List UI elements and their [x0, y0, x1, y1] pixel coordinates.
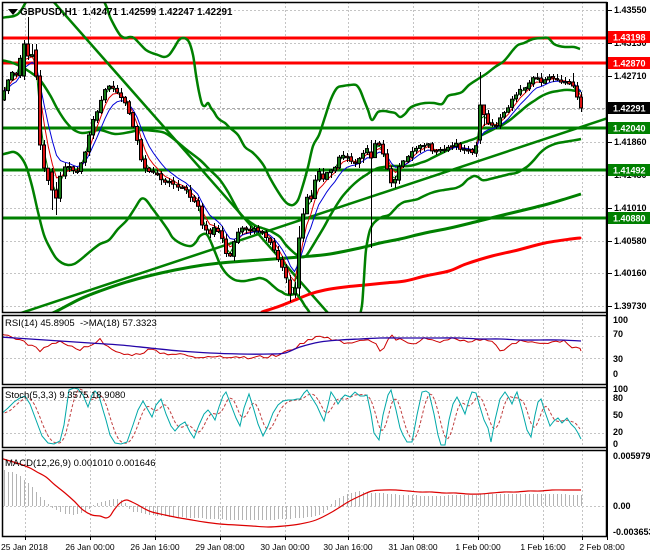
svg-text:0: 0: [613, 439, 618, 449]
svg-text:30: 30: [613, 354, 623, 364]
svg-text:-0.003653: -0.003653: [613, 527, 650, 537]
svg-text:2 Feb 08:00: 2 Feb 08:00: [579, 542, 625, 552]
svg-text:MACD(12,26,9) 0.001010 0.00164: MACD(12,26,9) 0.001010 0.001646: [5, 458, 156, 469]
svg-text:1.39730: 1.39730: [614, 301, 647, 311]
svg-text:29 Jan 08:00: 29 Jan 08:00: [195, 542, 244, 552]
svg-text:30 Jan 00:00: 30 Jan 00:00: [260, 542, 309, 552]
svg-text:1.42040: 1.42040: [613, 124, 646, 134]
svg-text:1.41492: 1.41492: [613, 166, 646, 176]
svg-text:20: 20: [613, 427, 623, 437]
svg-text:0: 0: [613, 369, 618, 379]
svg-text:Stoch(5,3,3) 9.3575 18.9080: Stoch(5,3,3) 9.3575 18.9080: [5, 390, 125, 401]
svg-text:26 Jan 16:00: 26 Jan 16:00: [130, 542, 179, 552]
svg-text:1.40880: 1.40880: [613, 214, 646, 224]
svg-text:80: 80: [613, 393, 623, 403]
svg-text:100: 100: [613, 384, 628, 394]
svg-text:RSI(14) 45.8905 ->MA(18) 57.3: RSI(14) 45.8905 ->MA(18) 57.3323: [5, 318, 157, 329]
svg-text:0.005979: 0.005979: [613, 451, 650, 461]
svg-text:1.40160: 1.40160: [614, 268, 647, 278]
svg-text:0.00: 0.00: [613, 501, 631, 511]
svg-text:GBPUSD,H1 1.42471 1.42599 1.4: GBPUSD,H1 1.42471 1.42599 1.42247 1.4229…: [20, 7, 233, 18]
svg-text:30 Jan 16:00: 30 Jan 16:00: [323, 542, 372, 552]
svg-text:70: 70: [613, 329, 623, 339]
svg-text:1.42870: 1.42870: [613, 59, 646, 69]
svg-text:1.40580: 1.40580: [614, 236, 647, 246]
svg-text:1.42710: 1.42710: [614, 71, 647, 81]
svg-text:25 Jan 2018: 25 Jan 2018: [1, 542, 48, 552]
svg-text:1.41010: 1.41010: [614, 203, 647, 213]
svg-text:1.42291: 1.42291: [613, 104, 646, 114]
svg-text:100: 100: [613, 315, 628, 325]
svg-text:1 Feb 16:00: 1 Feb 16:00: [520, 542, 566, 552]
svg-text:1.43550: 1.43550: [614, 5, 647, 15]
svg-text:31 Jan 08:00: 31 Jan 08:00: [388, 542, 437, 552]
svg-text:26 Jan 00:00: 26 Jan 00:00: [65, 542, 114, 552]
svg-text:1.43198: 1.43198: [613, 33, 646, 43]
svg-text:50: 50: [613, 410, 623, 420]
svg-text:1.41860: 1.41860: [614, 137, 647, 147]
svg-text:1 Feb 00:00: 1 Feb 00:00: [455, 542, 501, 552]
